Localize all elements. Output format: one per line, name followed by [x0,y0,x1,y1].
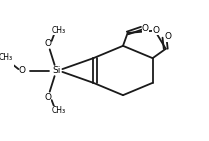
Text: O: O [164,32,172,41]
Text: O: O [142,24,149,33]
Text: O: O [19,66,26,75]
Text: Si: Si [52,66,61,75]
Text: CH₃: CH₃ [51,26,66,35]
Text: CH₃: CH₃ [0,53,13,62]
Text: CH₃: CH₃ [51,106,66,115]
Text: O: O [44,39,51,48]
Text: O: O [152,26,159,35]
Text: O: O [44,93,51,102]
